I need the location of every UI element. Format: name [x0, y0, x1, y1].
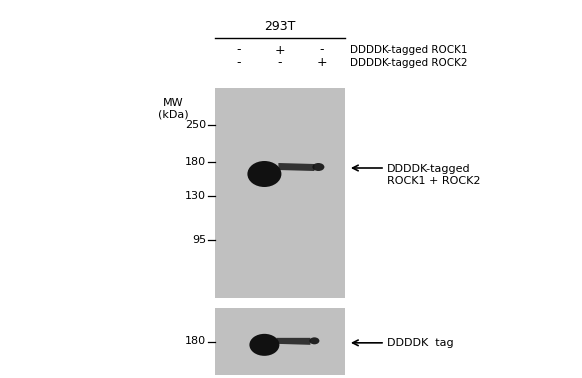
Text: 130: 130	[185, 191, 206, 201]
Text: 180: 180	[185, 336, 206, 347]
Ellipse shape	[247, 161, 282, 187]
Polygon shape	[276, 338, 310, 345]
Text: -: -	[320, 43, 324, 56]
Ellipse shape	[250, 334, 279, 356]
Text: 250: 250	[185, 120, 206, 130]
Polygon shape	[278, 163, 314, 171]
Text: -: -	[236, 43, 240, 56]
Text: +: +	[316, 56, 327, 70]
Text: DDDDK-tagged
ROCK1 + ROCK2: DDDDK-tagged ROCK1 + ROCK2	[387, 164, 481, 186]
Ellipse shape	[310, 337, 320, 344]
Text: 293T: 293T	[264, 20, 296, 33]
Text: DDDDK-tagged ROCK1: DDDDK-tagged ROCK1	[350, 45, 467, 55]
Text: DDDDK  tag: DDDDK tag	[387, 338, 453, 348]
Text: 180: 180	[185, 157, 206, 167]
Text: MW
(kDa): MW (kDa)	[158, 98, 189, 119]
Text: DDDDK-tagged ROCK2: DDDDK-tagged ROCK2	[350, 58, 467, 68]
Bar	[215, 308, 345, 375]
Ellipse shape	[313, 163, 324, 171]
Text: -: -	[236, 56, 240, 70]
Text: -: -	[278, 56, 282, 70]
Text: +: +	[275, 43, 285, 56]
Text: 95: 95	[192, 235, 206, 245]
Bar	[215, 88, 345, 298]
